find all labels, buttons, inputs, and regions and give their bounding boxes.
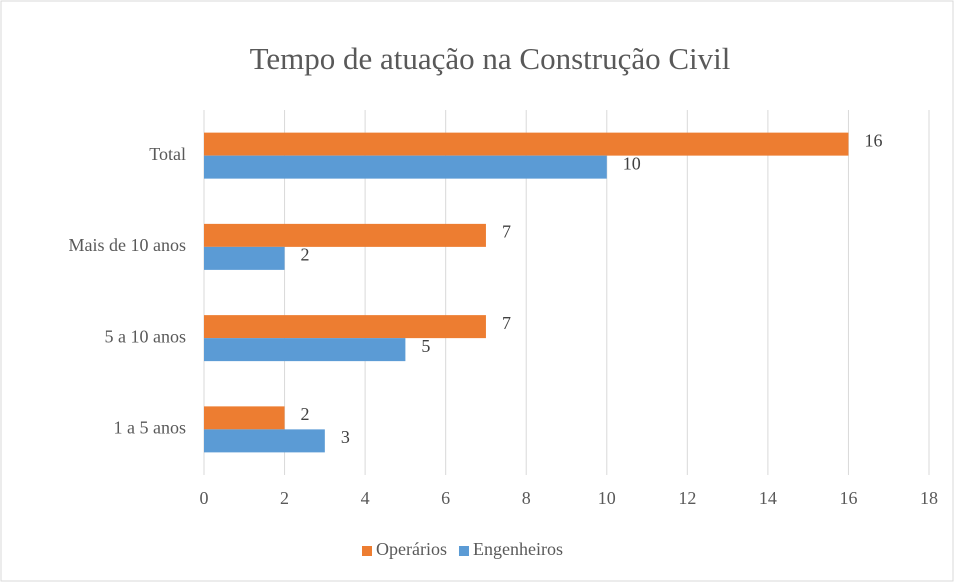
y-tick-label: 1 a 5 anos [114, 418, 186, 438]
bar [204, 132, 849, 156]
bar [204, 155, 607, 179]
bar [204, 223, 486, 247]
bar [204, 315, 486, 339]
x-tick-label: 16 [839, 488, 857, 508]
legend-swatch [458, 546, 469, 556]
value-label: 16 [864, 130, 882, 150]
value-label: 7 [502, 222, 511, 242]
value-label: 10 [623, 153, 641, 173]
value-label: 5 [421, 336, 430, 356]
value-label: 7 [502, 313, 511, 333]
legend-swatch [362, 546, 372, 556]
x-tick-label: 0 [200, 488, 209, 508]
legend-label: Operários [376, 539, 447, 559]
x-tick-label: 10 [598, 488, 616, 508]
chart-title: Tempo de atuação na Construção Civil [250, 41, 731, 76]
value-label: 2 [301, 245, 310, 265]
y-tick-label: Total [149, 144, 186, 164]
legend-label: Engenheiros [473, 539, 563, 559]
value-label: 2 [301, 404, 310, 424]
x-tick-label: 12 [678, 488, 696, 508]
bar [204, 338, 406, 362]
y-tick-label: Mais de 10 anos [69, 235, 186, 255]
x-tick-label: 6 [441, 488, 450, 508]
x-tick-label: 14 [759, 488, 777, 508]
x-tick-label: 4 [361, 488, 370, 508]
bar [204, 246, 285, 270]
x-tick-label: 2 [280, 488, 289, 508]
bar [204, 429, 325, 453]
bar [204, 406, 285, 430]
value-label: 3 [341, 427, 350, 447]
x-tick-label: 18 [920, 488, 938, 508]
x-tick-label: 8 [522, 488, 531, 508]
y-tick-label: 5 a 10 anos [105, 326, 186, 346]
